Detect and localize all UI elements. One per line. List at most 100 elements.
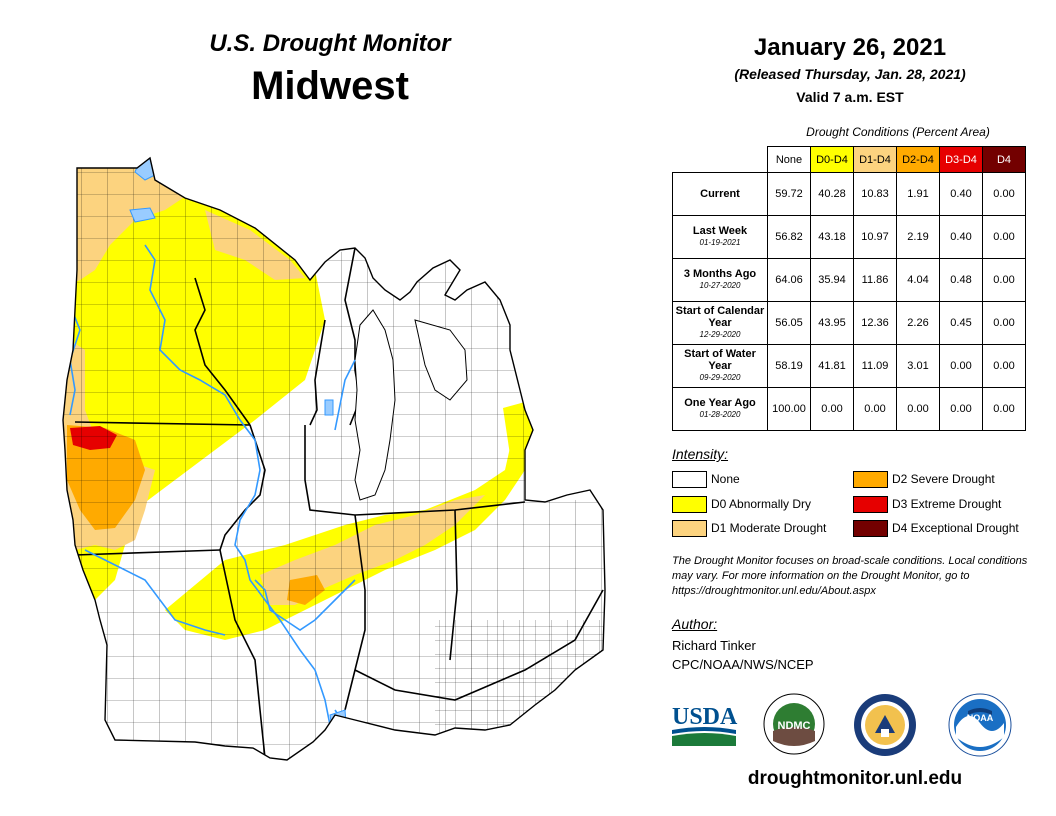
- cell-d4: 0.00: [982, 172, 1026, 216]
- row-label-text: Current: [700, 188, 740, 200]
- legend-label-d0: D0 Abnormally Dry: [711, 497, 812, 511]
- release-date: (Released Thursday, Jan. 28, 2021): [734, 66, 966, 82]
- cell-d3-d4: 0.40: [939, 172, 983, 216]
- cell-d0-d4: 40.28: [810, 172, 854, 216]
- drought-conditions-table: None D0-D4 D1-D4 D2-D4 D3-D4 D4 Current 5…: [672, 146, 1026, 431]
- cell-d3-d4: 0.45: [939, 301, 983, 345]
- cell-d4: 0.00: [982, 258, 1026, 302]
- noaa-logo: NOAA: [948, 693, 1012, 757]
- cell-none: 59.72: [767, 172, 811, 216]
- author-title: Author:: [672, 616, 718, 632]
- table-row: Start of Water Year 09-29-2020 58.19 41.81 1…: [672, 344, 1026, 388]
- cell-d4: 0.00: [982, 387, 1026, 431]
- cell-d2-d4: 2.19: [896, 215, 940, 259]
- legend-title: Intensity:: [672, 446, 729, 462]
- legend-swatch-d1: [672, 520, 707, 537]
- row-date: 09-29-2020: [699, 373, 741, 382]
- cell-d4: 0.00: [982, 215, 1026, 259]
- row-label-text: One Year Ago: [684, 397, 756, 409]
- cell-d1-d4: 10.97: [853, 215, 897, 259]
- legend-swatch-none: [672, 471, 707, 488]
- drought-map: [62, 157, 606, 761]
- cell-d4: 0.00: [982, 301, 1026, 345]
- legend-label-d3: D3 Extreme Drought: [892, 497, 1002, 511]
- website-url: droughtmonitor.unl.edu: [747, 768, 963, 789]
- cell-d2-d4: 4.04: [896, 258, 940, 302]
- cell-d1-d4: 11.09: [853, 344, 897, 388]
- cell-d0-d4: 41.81: [810, 344, 854, 388]
- legend-swatch-d0: [672, 496, 707, 513]
- legend-label-d4: D4 Exceptional Drought: [892, 521, 1019, 535]
- row-date: 12-29-2020: [699, 330, 741, 339]
- cell-d1-d4: 11.86: [853, 258, 897, 302]
- ndmc-logo: NDMC: [763, 693, 825, 755]
- cell-d1-d4: 10.83: [853, 172, 897, 216]
- table-row: 3 Months Ago 10-27-2020 64.06 35.94 11.86 4.0…: [672, 258, 1026, 302]
- row-label: Start of Water Year 09-29-2020: [672, 344, 768, 388]
- cell-none: 100.00: [767, 387, 811, 431]
- cell-d3-d4: 0.40: [939, 215, 983, 259]
- cell-none: 64.06: [767, 258, 811, 302]
- row-date: 01-28-2020: [699, 410, 741, 419]
- row-label: Last Week 01-19-2021: [672, 215, 768, 259]
- table-row: Current 59.72 40.28 10.83 1.91 0.40 0.00: [672, 172, 1026, 216]
- cell-d2-d4: 1.91: [896, 172, 940, 216]
- cell-d2-d4: 3.01: [896, 344, 940, 388]
- map-date: January 26, 2021: [753, 34, 947, 61]
- cell-none: 58.19: [767, 344, 811, 388]
- disclaimer-note: The Drought Monitor focuses on broad-sca…: [672, 555, 1028, 597]
- row-label: Current: [672, 172, 768, 216]
- cell-d0-d4: 43.18: [810, 215, 854, 259]
- row-label: 3 Months Ago 10-27-2020: [672, 258, 768, 302]
- doc-seal-logo: [854, 694, 916, 756]
- valid-time: Valid 7 a.m. EST: [796, 89, 904, 105]
- row-date: 01-19-2021: [699, 238, 741, 247]
- conditions-title: Drought Conditions (Percent Area): [806, 125, 990, 139]
- lake-huron: [414, 319, 468, 401]
- cell-d0-d4: 35.94: [810, 258, 854, 302]
- cell-d4: 0.00: [982, 344, 1026, 388]
- legend-swatch-d4: [853, 520, 888, 537]
- author-org: CPC/NOAA/NWS/NCEP: [672, 657, 814, 672]
- cell-d1-d4: 0.00: [853, 387, 897, 431]
- col-header-d0-d4: D0-D4: [810, 146, 854, 173]
- col-header-d1-d4: D1-D4: [853, 146, 897, 173]
- legend-swatch-d2: [853, 471, 888, 488]
- map-title: U.S. Drought Monitor: [209, 30, 451, 57]
- row-label: One Year Ago 01-28-2020: [672, 387, 768, 431]
- col-header-d2-d4: D2-D4: [896, 146, 940, 173]
- cell-d2-d4: 2.26: [896, 301, 940, 345]
- row-date: 10-27-2020: [699, 281, 741, 290]
- svg-text:USDA: USDA: [672, 704, 738, 730]
- svg-text:NDMC: NDMC: [778, 720, 811, 732]
- row-label: Start of Calendar Year 12-29-2020: [672, 301, 768, 345]
- cell-d3-d4: 0.48: [939, 258, 983, 302]
- table-row: One Year Ago 01-28-2020 100.00 0.00 0.00 0.00…: [672, 387, 1026, 431]
- col-header-d4: D4: [982, 146, 1026, 173]
- usda-logo: USDA: [672, 704, 738, 746]
- row-label-text: Start of Water Year: [684, 348, 756, 372]
- row-label-text: Start of Calendar Year: [675, 305, 765, 329]
- col-header-d3-d4: D3-D4: [939, 146, 983, 173]
- legend-label-none: None: [711, 472, 740, 486]
- table-row: Start of Calendar Year 12-29-2020 56.05 43.…: [672, 301, 1026, 345]
- cell-d3-d4: 0.00: [939, 344, 983, 388]
- legend-label-d2: D2 Severe Drought: [892, 472, 995, 486]
- region-title: Midwest: [251, 64, 409, 108]
- author-name: Richard Tinker: [672, 638, 756, 653]
- cell-d3-d4: 0.00: [939, 387, 983, 431]
- cell-none: 56.05: [767, 301, 811, 345]
- table-corner: [673, 147, 768, 173]
- table-row: Last Week 01-19-2021 56.82 43.18 10.97 2.19 0.…: [672, 215, 1026, 259]
- cell-d2-d4: 0.00: [896, 387, 940, 431]
- cell-d0-d4: 43.95: [810, 301, 854, 345]
- cell-d0-d4: 0.00: [810, 387, 854, 431]
- legend-swatch-d3: [853, 496, 888, 513]
- cell-d1-d4: 12.36: [853, 301, 897, 345]
- cell-none: 56.82: [767, 215, 811, 259]
- legend-label-d1: D1 Moderate Drought: [711, 521, 827, 535]
- row-label-text: Last Week: [692, 225, 748, 237]
- col-header-none: None: [767, 146, 811, 173]
- svg-text:NOAA: NOAA: [967, 713, 994, 723]
- lake-michigan: [354, 309, 396, 501]
